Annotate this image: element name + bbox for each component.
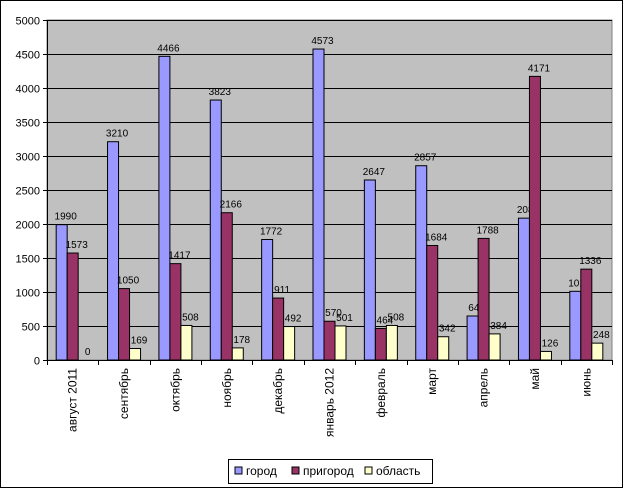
data-label: 0 xyxy=(85,347,91,358)
bar-область-декабрь xyxy=(283,326,296,361)
bar-область-октябрь xyxy=(180,324,193,361)
legend-swatch-область xyxy=(364,466,373,475)
x-tick-label: август 2011 xyxy=(66,368,80,432)
bar-город-сентябрь xyxy=(107,141,120,361)
bar-город-октябрь xyxy=(158,55,171,361)
data-label: 1772 xyxy=(260,227,283,238)
bar-пригород-март xyxy=(426,244,439,361)
x-tick-label: апрель xyxy=(477,368,491,407)
data-label: 169 xyxy=(131,336,148,347)
data-label: 384 xyxy=(490,321,507,332)
x-tick-label: ноябрь xyxy=(220,368,234,408)
bar-область-март xyxy=(437,336,450,361)
bar-область-февраль xyxy=(385,324,398,361)
data-label: 126 xyxy=(542,338,559,349)
bar-пригород-февраль xyxy=(374,327,387,361)
bar-область-ноябрь xyxy=(231,347,244,361)
legend-label-область: область xyxy=(376,464,420,478)
y-tick-label: 1500 xyxy=(16,254,40,266)
y-tick-label: 0 xyxy=(34,356,40,368)
data-label: 4573 xyxy=(311,36,334,47)
y-tick-label: 3500 xyxy=(16,118,40,130)
bar-город-январь 2012 xyxy=(312,48,325,361)
bar-город-декабрь xyxy=(261,239,274,361)
y-tick-label: 2500 xyxy=(16,186,40,198)
y-tick-label: 4000 xyxy=(16,84,40,96)
data-label: 492 xyxy=(285,314,302,325)
data-label: 342 xyxy=(439,324,456,335)
bar-пригород-декабрь xyxy=(272,297,285,361)
data-label: 3210 xyxy=(106,129,129,140)
legend-label-город: город xyxy=(246,464,277,478)
legend-swatch-пригород xyxy=(291,466,300,475)
legend-box xyxy=(228,459,433,484)
bar-пригород-октябрь xyxy=(169,263,182,361)
data-label: 1417 xyxy=(168,251,191,262)
x-tick-label: февраль xyxy=(374,368,388,418)
x-tick-label: декабрь xyxy=(271,368,285,414)
data-label: 4466 xyxy=(157,43,180,54)
bar-город-март xyxy=(415,165,428,361)
bar-город-февраль xyxy=(363,179,376,361)
x-tick-label: май xyxy=(528,368,542,390)
bar-город-ноябрь xyxy=(209,99,222,361)
legend-swatch-город xyxy=(234,466,243,475)
data-label: 508 xyxy=(388,312,405,323)
bar-область-июнь xyxy=(591,342,604,361)
bar-город-июнь xyxy=(569,290,582,361)
data-label: 501 xyxy=(336,313,353,324)
bar-пригород-сентябрь xyxy=(118,288,131,361)
data-label: 1050 xyxy=(117,276,140,287)
data-label: 3823 xyxy=(209,87,232,98)
bar-пригород-ноябрь xyxy=(220,212,233,361)
y-tick-label: 5000 xyxy=(16,16,40,28)
data-label: 1990 xyxy=(55,212,78,223)
data-label: 647 xyxy=(468,303,485,314)
data-label: 1788 xyxy=(476,225,499,236)
y-tick-label: 3000 xyxy=(16,152,40,164)
data-label: 464 xyxy=(377,315,394,326)
data-label: 508 xyxy=(182,312,199,323)
bar-город-апрель xyxy=(466,315,479,361)
data-label: 178 xyxy=(233,335,250,346)
bar-пригород-январь 2012 xyxy=(323,320,336,361)
data-label: 4171 xyxy=(528,63,551,74)
bar-пригород-апрель xyxy=(477,237,490,361)
bar-область-май xyxy=(539,350,552,361)
data-label: 1573 xyxy=(66,240,89,251)
y-tick-label: 500 xyxy=(22,322,40,334)
x-tick-label: июнь xyxy=(579,368,593,397)
bar-город-май xyxy=(517,217,530,361)
data-label: 1010 xyxy=(568,278,591,289)
x-tick-label: март xyxy=(425,368,439,395)
y-tick-label: 2000 xyxy=(16,220,40,232)
y-tick-label: 4500 xyxy=(16,50,40,62)
bar-пригород-август 2011 xyxy=(66,252,79,361)
bar-пригород-июнь xyxy=(580,268,593,361)
bar-область-январь 2012 xyxy=(334,325,347,361)
bar-область-сентябрь xyxy=(129,348,142,361)
bar-область-апрель xyxy=(488,333,501,361)
bar-пригород-май xyxy=(528,75,541,361)
data-label: 2166 xyxy=(220,200,243,211)
data-label: 2857 xyxy=(414,153,437,164)
y-tick-label: 1000 xyxy=(16,288,40,300)
data-label: 570 xyxy=(325,308,342,319)
data-label: 1684 xyxy=(425,232,448,243)
data-label: 911 xyxy=(274,285,290,296)
x-tick-label: октябрь xyxy=(168,368,182,412)
data-label: 2086 xyxy=(517,205,540,216)
x-tick-label: сентябрь xyxy=(117,368,131,419)
data-label: 2647 xyxy=(363,167,386,178)
data-label: 1336 xyxy=(579,256,602,267)
data-label: 248 xyxy=(593,330,610,341)
legend-label-пригород: пригород xyxy=(303,464,354,478)
x-tick-label: январь 2012 xyxy=(323,368,337,437)
